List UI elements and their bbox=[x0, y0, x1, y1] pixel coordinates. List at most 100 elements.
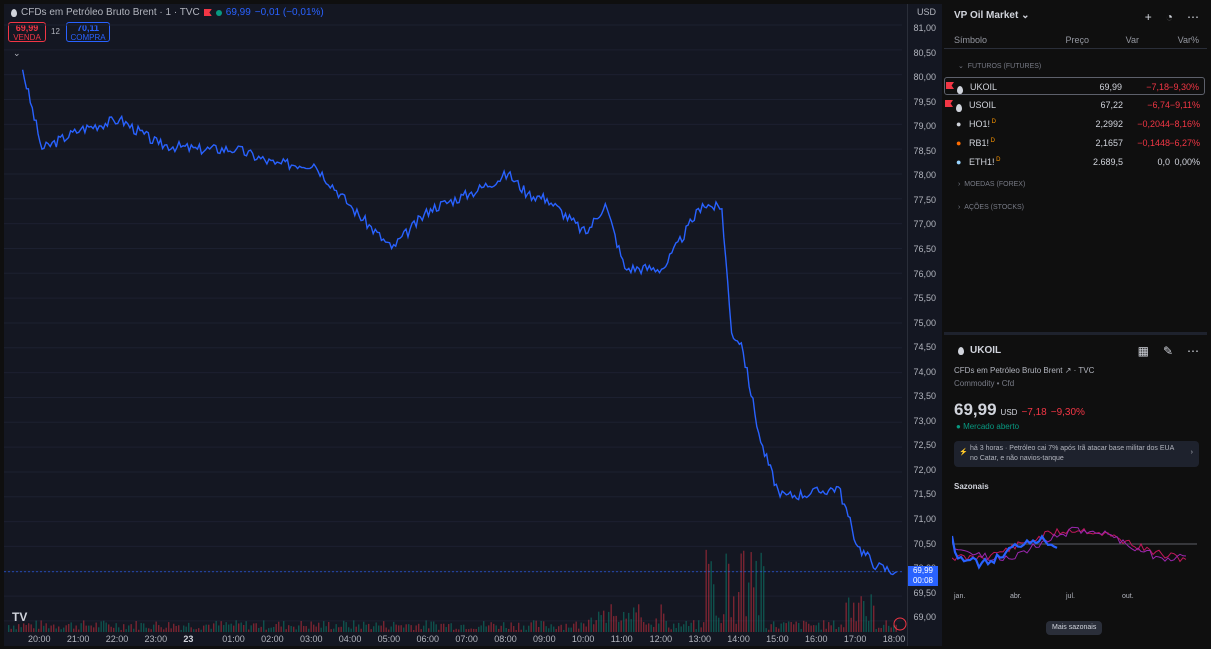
volume-bar bbox=[153, 624, 155, 632]
news-item[interactable]: ⚡ há 3 horas · Petróleo cai 7% após Irã … bbox=[954, 441, 1199, 467]
clock-icon[interactable]: ◔ bbox=[1165, 10, 1173, 24]
watchlist-row[interactable]: ● RB1! D 2,1657 −0,1448 −6,27% bbox=[944, 134, 1205, 152]
col-symbol[interactable]: Símbolo bbox=[954, 35, 988, 45]
section-forex-label: MOEDAS (FOREX) bbox=[964, 181, 1026, 188]
volume-bar bbox=[793, 624, 795, 632]
col-change[interactable]: Var bbox=[1125, 35, 1139, 45]
more-icon[interactable]: ⋯ bbox=[1187, 10, 1199, 24]
volume-bar bbox=[155, 621, 157, 632]
volume-bar bbox=[655, 618, 657, 632]
volume-bar bbox=[660, 604, 662, 632]
seasonals-title: Sazonais bbox=[954, 482, 989, 491]
volume-bar bbox=[118, 627, 120, 632]
edit-icon[interactable]: ✎ bbox=[1162, 344, 1173, 358]
section-forex[interactable]: › MOEDAS (FOREX) bbox=[958, 181, 1026, 188]
volume-bar bbox=[888, 625, 890, 632]
volume-bar bbox=[835, 629, 837, 632]
volume-bar bbox=[598, 611, 600, 632]
section-futures[interactable]: ⌄ FUTUROS (FUTURES) bbox=[958, 63, 1042, 70]
volume-bar bbox=[90, 625, 92, 632]
volume-bar bbox=[490, 622, 492, 632]
flag-icon[interactable] bbox=[203, 9, 212, 16]
chart-pane[interactable]: CFDs em Petróleo Bruto Brent · 1 · TVC 6… bbox=[4, 4, 942, 646]
volume-bar bbox=[780, 623, 782, 632]
price-chart[interactable] bbox=[4, 4, 908, 646]
volume-bar bbox=[588, 619, 590, 632]
volume-bar bbox=[373, 626, 375, 632]
volume-bar bbox=[318, 622, 320, 632]
volume-bar bbox=[758, 615, 760, 632]
volume-bar bbox=[730, 617, 732, 632]
watchlist-title[interactable]: VP Oil Market ⌄ bbox=[954, 10, 1030, 21]
volume-bar bbox=[763, 566, 765, 632]
volume-bar bbox=[383, 621, 385, 632]
buy-button[interactable]: 70,11 COMPRA bbox=[66, 22, 110, 42]
time-axis-label: 09:00 bbox=[533, 634, 556, 644]
currency-label[interactable]: USD bbox=[916, 7, 936, 17]
time-axis-label: 23:00 bbox=[144, 634, 168, 644]
volume-bar bbox=[800, 629, 802, 632]
volume-bar bbox=[198, 628, 200, 632]
volume-bar bbox=[555, 629, 557, 632]
volume-bar bbox=[453, 629, 455, 632]
volume-bar bbox=[750, 552, 752, 632]
volume-bar bbox=[183, 625, 185, 632]
time-axis-label: 02:00 bbox=[261, 634, 284, 644]
volume-bar bbox=[418, 623, 420, 632]
row-change: −6,74 bbox=[1147, 100, 1170, 110]
volume-bar bbox=[500, 625, 502, 632]
seasonals-chart[interactable] bbox=[952, 496, 1197, 591]
details-description-text[interactable]: CFDs em Petróleo Bruto Brent bbox=[954, 366, 1063, 375]
price-axis-label: 71,00 bbox=[913, 514, 936, 524]
details-percent: −9,30% bbox=[1050, 407, 1085, 418]
grid-icon[interactable]: ▦ bbox=[1137, 344, 1149, 358]
volume-bar bbox=[235, 620, 237, 632]
panel-divider[interactable] bbox=[944, 332, 1207, 335]
countdown: 00:08 bbox=[912, 576, 934, 585]
volume-bar bbox=[708, 563, 710, 632]
time-axis-label: 18:00 bbox=[882, 634, 906, 644]
volume-bar bbox=[783, 622, 785, 632]
volume-bar bbox=[218, 625, 220, 632]
watchlist-row[interactable]: ● ETH1! D 2.689,5 0,0 0,00% bbox=[944, 153, 1205, 171]
volume-bar bbox=[210, 628, 212, 632]
volume-bar bbox=[53, 624, 55, 632]
volume-bar bbox=[855, 621, 857, 632]
section-stocks[interactable]: › AÇÕES (STOCKS) bbox=[958, 204, 1025, 211]
volume-bar bbox=[113, 627, 115, 632]
volume-bar bbox=[790, 622, 792, 632]
volume-bar bbox=[398, 625, 400, 632]
volume-bar bbox=[108, 624, 110, 632]
time-axis-label: 04:00 bbox=[338, 634, 362, 644]
volume-bar bbox=[823, 620, 825, 632]
chevron-down-icon[interactable]: ⌄ bbox=[13, 48, 21, 58]
flag-icon[interactable] bbox=[946, 82, 954, 89]
volume-bar bbox=[480, 625, 482, 632]
price-axis[interactable]: USD 81,00 80,50 80,00 79,50 79,00 78,50 78,00 7… bbox=[907, 4, 942, 646]
col-percent[interactable]: Var% bbox=[1177, 35, 1199, 45]
sell-button[interactable]: 69,99 VENDA bbox=[8, 22, 46, 42]
more-seasonals-button[interactable]: Mais sazonais bbox=[1046, 621, 1103, 635]
more-icon[interactable]: ⋯ bbox=[1187, 344, 1199, 358]
flag-icon[interactable] bbox=[945, 100, 953, 107]
tradingview-logo[interactable]: TV bbox=[12, 610, 28, 624]
watchlist-row[interactable]: ● HO1! D 2,2992 −0,2044 −8,16% bbox=[944, 115, 1205, 133]
volume-bar bbox=[618, 621, 620, 632]
volume-bar bbox=[640, 617, 642, 632]
time-axis-label: 07:00 bbox=[455, 634, 478, 644]
seasonal-line bbox=[952, 527, 1187, 563]
plus-icon[interactable]: + bbox=[1144, 10, 1152, 24]
volume-bar bbox=[158, 625, 160, 632]
chart-title[interactable]: CFDs em Petróleo Bruto Brent · 1 · TVC bbox=[21, 7, 200, 18]
market-open-icon bbox=[215, 9, 222, 16]
watchlist-row[interactable]: UKOIL 69,99 −7,18 −9,30% bbox=[944, 77, 1205, 95]
volume-bar bbox=[828, 622, 830, 632]
volume-bar bbox=[658, 623, 660, 632]
volume-bar bbox=[858, 602, 860, 632]
col-price[interactable]: Preço bbox=[1065, 35, 1089, 45]
volume-bar bbox=[538, 626, 540, 632]
volume-bar bbox=[760, 552, 762, 632]
watchlist-row[interactable]: USOIL 67,22 −6,74 −9,11% bbox=[944, 96, 1205, 114]
volume-bar bbox=[838, 627, 840, 632]
alert-icon[interactable] bbox=[893, 617, 907, 631]
